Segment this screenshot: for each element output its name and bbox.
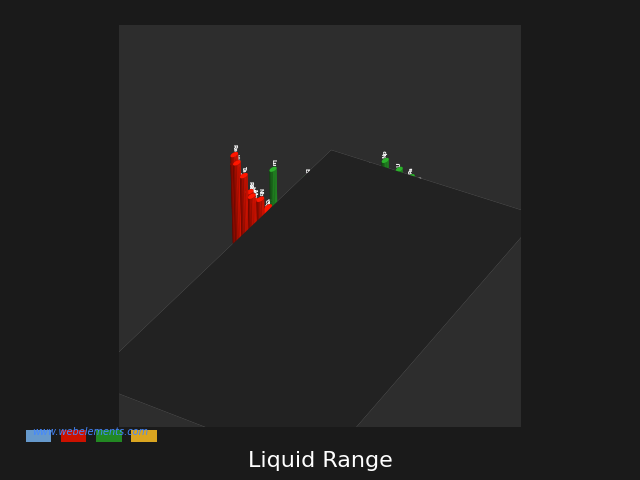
Text: www.webelements.com: www.webelements.com — [32, 427, 148, 437]
Text: Liquid Range: Liquid Range — [248, 451, 392, 471]
